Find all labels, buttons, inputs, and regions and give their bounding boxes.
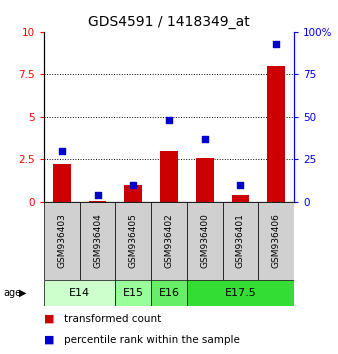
Point xyxy=(273,41,279,47)
Text: percentile rank within the sample: percentile rank within the sample xyxy=(64,335,240,345)
Bar xyxy=(187,202,223,280)
Text: age: age xyxy=(3,288,22,298)
Text: GSM936401: GSM936401 xyxy=(236,213,245,268)
Bar xyxy=(258,202,294,280)
Bar xyxy=(160,151,178,202)
Text: GSM936402: GSM936402 xyxy=(165,213,173,268)
Bar xyxy=(44,202,80,280)
Text: GSM936406: GSM936406 xyxy=(272,213,281,268)
Bar xyxy=(124,185,142,202)
Bar xyxy=(115,202,151,280)
Text: E15: E15 xyxy=(123,288,144,298)
Text: E17.5: E17.5 xyxy=(224,288,256,298)
Text: E14: E14 xyxy=(69,288,90,298)
Point xyxy=(238,182,243,188)
Point xyxy=(95,192,100,198)
Bar xyxy=(196,159,214,202)
Bar xyxy=(187,280,294,306)
Bar xyxy=(151,280,187,306)
Text: ▶: ▶ xyxy=(19,288,26,298)
Text: GSM936403: GSM936403 xyxy=(57,213,66,268)
Bar xyxy=(151,202,187,280)
Bar xyxy=(80,202,115,280)
Text: ■: ■ xyxy=(44,335,54,345)
Title: GDS4591 / 1418349_at: GDS4591 / 1418349_at xyxy=(88,16,250,29)
Text: E16: E16 xyxy=(159,288,179,298)
Bar xyxy=(267,66,285,202)
Bar xyxy=(44,280,115,306)
Bar xyxy=(232,195,249,202)
Text: GSM936404: GSM936404 xyxy=(93,213,102,268)
Point xyxy=(166,118,172,123)
Text: ■: ■ xyxy=(44,314,54,324)
Text: transformed count: transformed count xyxy=(64,314,162,324)
Text: GSM936400: GSM936400 xyxy=(200,213,209,268)
Point xyxy=(59,148,65,154)
Point xyxy=(202,136,208,142)
Bar xyxy=(223,202,258,280)
Bar xyxy=(53,164,71,202)
Bar xyxy=(115,280,151,306)
Point xyxy=(130,182,136,188)
Bar xyxy=(89,201,106,202)
Text: GSM936405: GSM936405 xyxy=(129,213,138,268)
